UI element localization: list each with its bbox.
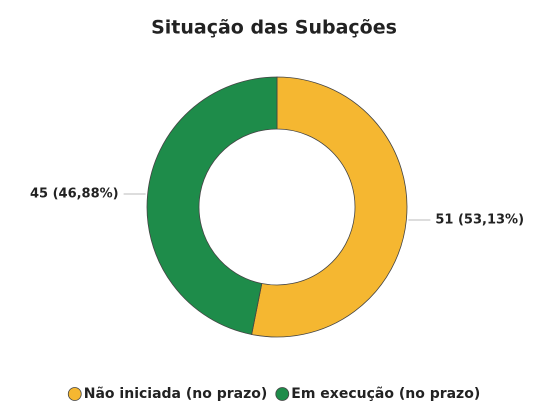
legend-label: Não iniciada (no prazo) [84,386,268,402]
legend-label: Em execução (no prazo) [291,386,480,402]
data-label: 51 (53,13%) [435,212,524,227]
legend: Não iniciada (no prazo) Em execução (no p… [67,386,480,402]
donut-slice [146,76,278,335]
legend-swatch [67,387,82,401]
legend-swatch [275,387,290,401]
chart-title: Situação das Subações [151,17,397,39]
data-label: 45 (46,88%) [30,187,119,202]
donut-slice [251,76,408,338]
